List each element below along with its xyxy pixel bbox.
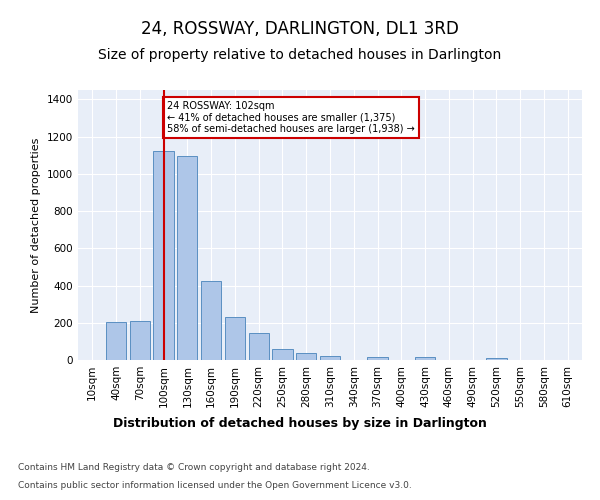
- Bar: [487, 358, 506, 360]
- Text: 24, ROSSWAY, DARLINGTON, DL1 3RD: 24, ROSSWAY, DARLINGTON, DL1 3RD: [141, 20, 459, 38]
- Y-axis label: Number of detached properties: Number of detached properties: [31, 138, 41, 312]
- Bar: [272, 350, 293, 360]
- Bar: [201, 281, 221, 360]
- Bar: [296, 353, 316, 360]
- Bar: [154, 152, 173, 360]
- Bar: [225, 317, 245, 360]
- Bar: [415, 357, 435, 360]
- Text: Contains public sector information licensed under the Open Government Licence v3: Contains public sector information licen…: [18, 481, 412, 490]
- Bar: [367, 358, 388, 360]
- Bar: [177, 156, 197, 360]
- Text: Size of property relative to detached houses in Darlington: Size of property relative to detached ho…: [98, 48, 502, 62]
- Bar: [130, 321, 150, 360]
- Text: Contains HM Land Registry data © Crown copyright and database right 2024.: Contains HM Land Registry data © Crown c…: [18, 464, 370, 472]
- Text: 24 ROSSWAY: 102sqm
← 41% of detached houses are smaller (1,375)
58% of semi-deta: 24 ROSSWAY: 102sqm ← 41% of detached hou…: [167, 101, 415, 134]
- Bar: [248, 333, 269, 360]
- Text: Distribution of detached houses by size in Darlington: Distribution of detached houses by size …: [113, 418, 487, 430]
- Bar: [320, 356, 340, 360]
- Bar: [106, 322, 126, 360]
